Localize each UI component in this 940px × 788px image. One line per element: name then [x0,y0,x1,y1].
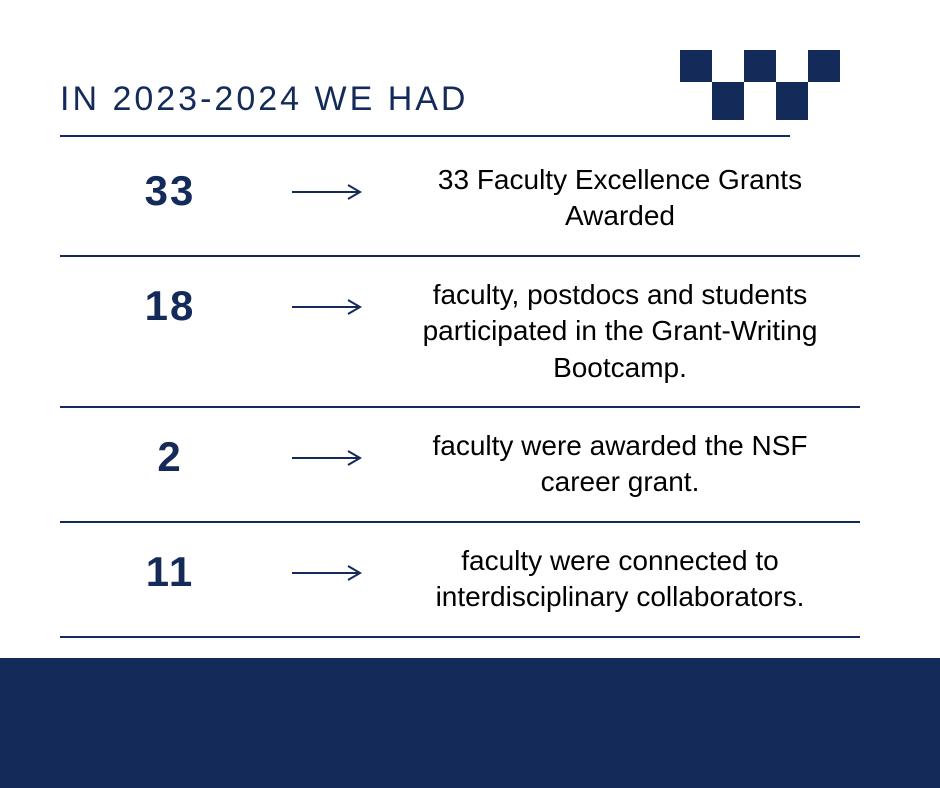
stat-description: 33 Faculty Excellence Grants Awarded [380,162,860,235]
stat-description: faculty, postdocs and students participa… [380,277,860,386]
stat-number: 2 [60,428,280,481]
stat-number: 33 [60,162,280,215]
stat-number: 18 [60,277,280,330]
header-divider [60,135,790,137]
stat-description: faculty were awarded the NSF career gran… [380,428,860,501]
header-row: IN 2023-2024 WE HAD [60,50,880,125]
page-title: IN 2023-2024 WE HAD [60,80,469,119]
arrow-icon [280,277,380,317]
stat-row: 33 33 Faculty Excellence Grants Awarded [60,142,860,257]
logo-checker-icon [680,50,840,125]
main-container: IN 2023-2024 WE HAD 33 33 Faculty Excell… [0,0,940,638]
stat-description: faculty were connected to interdisciplin… [380,543,860,616]
stat-row: 18 faculty, postdocs and students partic… [60,257,860,408]
stats-list: 33 33 Faculty Excellence Grants Awarded … [60,142,880,638]
stat-number: 11 [60,543,280,596]
footer-bar [0,658,940,788]
arrow-icon [280,543,380,583]
arrow-icon [280,162,380,202]
arrow-icon [280,428,380,468]
stat-row: 11 faculty were connected to interdiscip… [60,523,860,638]
stat-row: 2 faculty were awarded the NSF career gr… [60,408,860,523]
